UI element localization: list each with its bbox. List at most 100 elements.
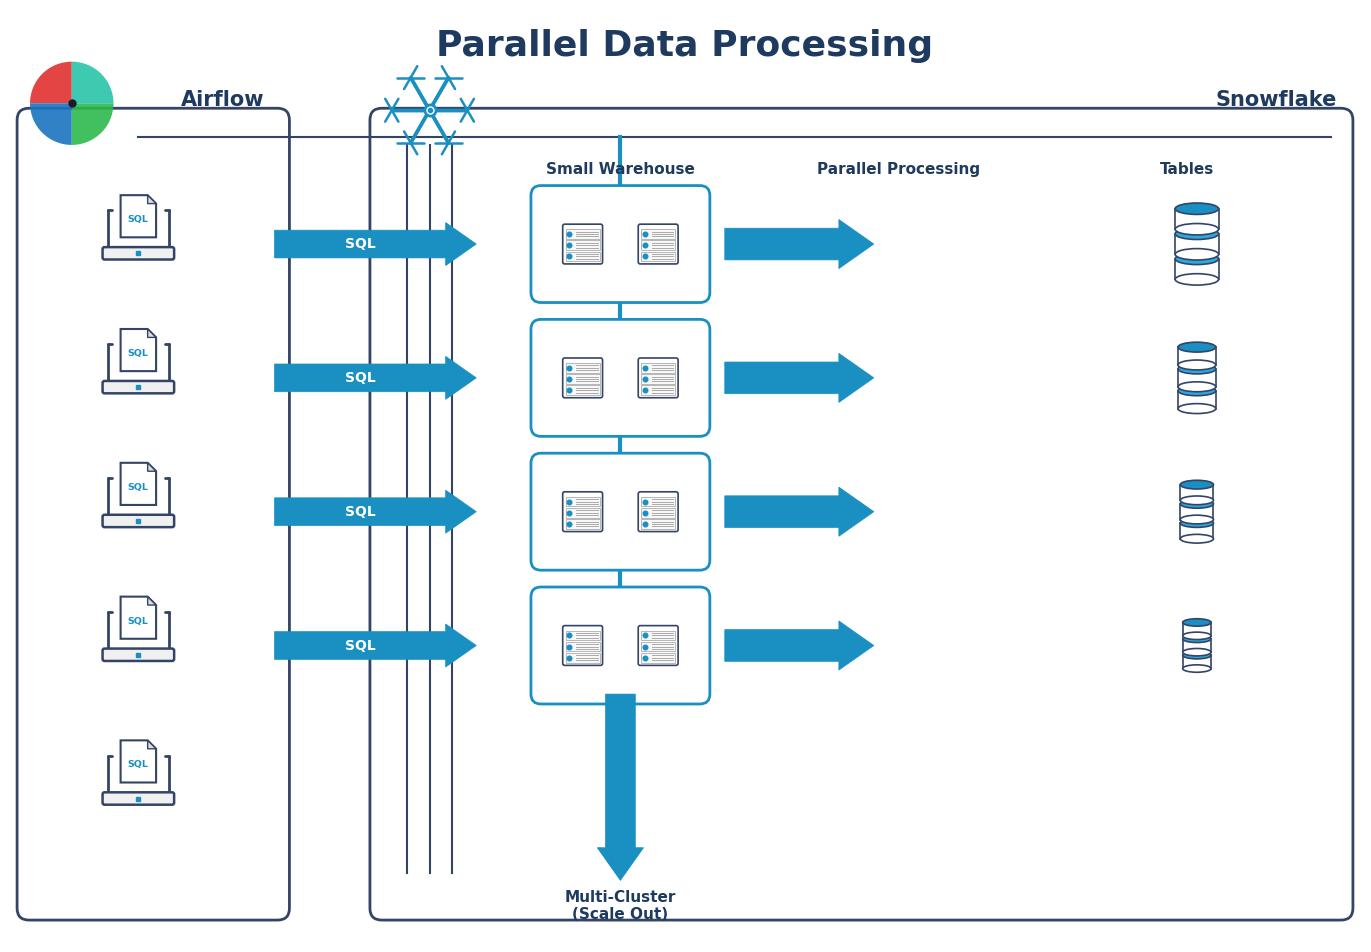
Polygon shape	[121, 597, 156, 639]
Ellipse shape	[1183, 664, 1211, 672]
FancyBboxPatch shape	[642, 374, 675, 384]
FancyBboxPatch shape	[642, 386, 675, 395]
Ellipse shape	[1175, 228, 1219, 240]
Polygon shape	[121, 741, 156, 783]
Polygon shape	[1183, 655, 1211, 668]
Ellipse shape	[1178, 382, 1216, 391]
Ellipse shape	[1183, 651, 1211, 659]
Ellipse shape	[1183, 619, 1211, 626]
Ellipse shape	[1178, 342, 1216, 352]
Ellipse shape	[1183, 648, 1211, 656]
Text: Parallel Processing: Parallel Processing	[817, 162, 980, 177]
Text: SQL: SQL	[344, 505, 376, 519]
Polygon shape	[1180, 504, 1213, 520]
Wedge shape	[30, 62, 71, 103]
FancyBboxPatch shape	[566, 363, 599, 372]
Polygon shape	[1178, 347, 1216, 365]
Polygon shape	[121, 329, 156, 371]
Polygon shape	[725, 220, 873, 268]
Ellipse shape	[1178, 386, 1216, 396]
Polygon shape	[1175, 259, 1219, 279]
Text: SQL: SQL	[344, 639, 376, 652]
Ellipse shape	[1180, 500, 1213, 508]
FancyBboxPatch shape	[642, 241, 675, 249]
Polygon shape	[274, 223, 476, 266]
FancyBboxPatch shape	[566, 642, 599, 651]
FancyBboxPatch shape	[642, 642, 675, 651]
Text: SQL: SQL	[128, 483, 148, 492]
Wedge shape	[71, 103, 114, 145]
Ellipse shape	[1180, 534, 1213, 543]
Text: SQL: SQL	[128, 761, 148, 769]
FancyBboxPatch shape	[642, 229, 675, 239]
Ellipse shape	[1180, 515, 1213, 524]
Wedge shape	[30, 103, 71, 145]
FancyBboxPatch shape	[16, 109, 289, 920]
Text: SQL: SQL	[344, 371, 376, 385]
FancyBboxPatch shape	[531, 186, 710, 303]
Polygon shape	[1178, 369, 1216, 387]
Text: SQL: SQL	[128, 215, 148, 224]
FancyBboxPatch shape	[531, 319, 710, 436]
Ellipse shape	[1175, 253, 1219, 265]
Ellipse shape	[1178, 360, 1216, 370]
Wedge shape	[71, 62, 114, 103]
Ellipse shape	[1175, 248, 1219, 260]
FancyBboxPatch shape	[562, 224, 603, 264]
FancyBboxPatch shape	[642, 631, 675, 640]
FancyBboxPatch shape	[566, 519, 599, 528]
Ellipse shape	[1175, 224, 1219, 235]
Polygon shape	[1178, 390, 1216, 408]
Ellipse shape	[1180, 480, 1213, 489]
FancyBboxPatch shape	[103, 248, 174, 260]
Ellipse shape	[1178, 404, 1216, 413]
Polygon shape	[274, 624, 476, 667]
FancyBboxPatch shape	[642, 508, 675, 518]
Ellipse shape	[1183, 635, 1211, 643]
Text: SQL: SQL	[128, 617, 148, 625]
Ellipse shape	[1175, 273, 1219, 285]
Text: Snowflake: Snowflake	[1216, 90, 1337, 110]
FancyBboxPatch shape	[103, 381, 174, 393]
Polygon shape	[1183, 623, 1211, 636]
Polygon shape	[1175, 234, 1219, 254]
Polygon shape	[121, 195, 156, 237]
FancyBboxPatch shape	[639, 492, 679, 531]
FancyBboxPatch shape	[566, 374, 599, 384]
FancyBboxPatch shape	[370, 109, 1353, 920]
FancyBboxPatch shape	[642, 497, 675, 506]
Polygon shape	[148, 463, 156, 471]
FancyBboxPatch shape	[566, 386, 599, 395]
FancyBboxPatch shape	[566, 241, 599, 249]
Text: SQL: SQL	[128, 349, 148, 358]
FancyBboxPatch shape	[531, 453, 710, 570]
FancyBboxPatch shape	[639, 625, 679, 665]
FancyBboxPatch shape	[642, 363, 675, 372]
FancyBboxPatch shape	[566, 251, 599, 261]
FancyBboxPatch shape	[642, 251, 675, 261]
Text: Airflow: Airflow	[181, 90, 265, 110]
FancyBboxPatch shape	[566, 229, 599, 239]
FancyBboxPatch shape	[642, 653, 675, 663]
Polygon shape	[1180, 485, 1213, 501]
Polygon shape	[148, 329, 156, 337]
Polygon shape	[725, 353, 873, 403]
FancyBboxPatch shape	[639, 224, 679, 264]
Ellipse shape	[1180, 496, 1213, 505]
Ellipse shape	[1180, 519, 1213, 527]
FancyBboxPatch shape	[639, 358, 679, 398]
Polygon shape	[148, 195, 156, 204]
FancyBboxPatch shape	[103, 515, 174, 527]
Text: Parallel Data Processing: Parallel Data Processing	[436, 29, 934, 63]
FancyBboxPatch shape	[566, 497, 599, 506]
FancyBboxPatch shape	[566, 508, 599, 518]
FancyBboxPatch shape	[562, 492, 603, 531]
FancyBboxPatch shape	[642, 519, 675, 528]
Ellipse shape	[1175, 203, 1219, 214]
FancyBboxPatch shape	[103, 792, 174, 804]
Polygon shape	[148, 597, 156, 605]
FancyBboxPatch shape	[562, 625, 603, 665]
Ellipse shape	[1183, 632, 1211, 640]
Text: Tables: Tables	[1160, 162, 1215, 177]
FancyBboxPatch shape	[562, 358, 603, 398]
